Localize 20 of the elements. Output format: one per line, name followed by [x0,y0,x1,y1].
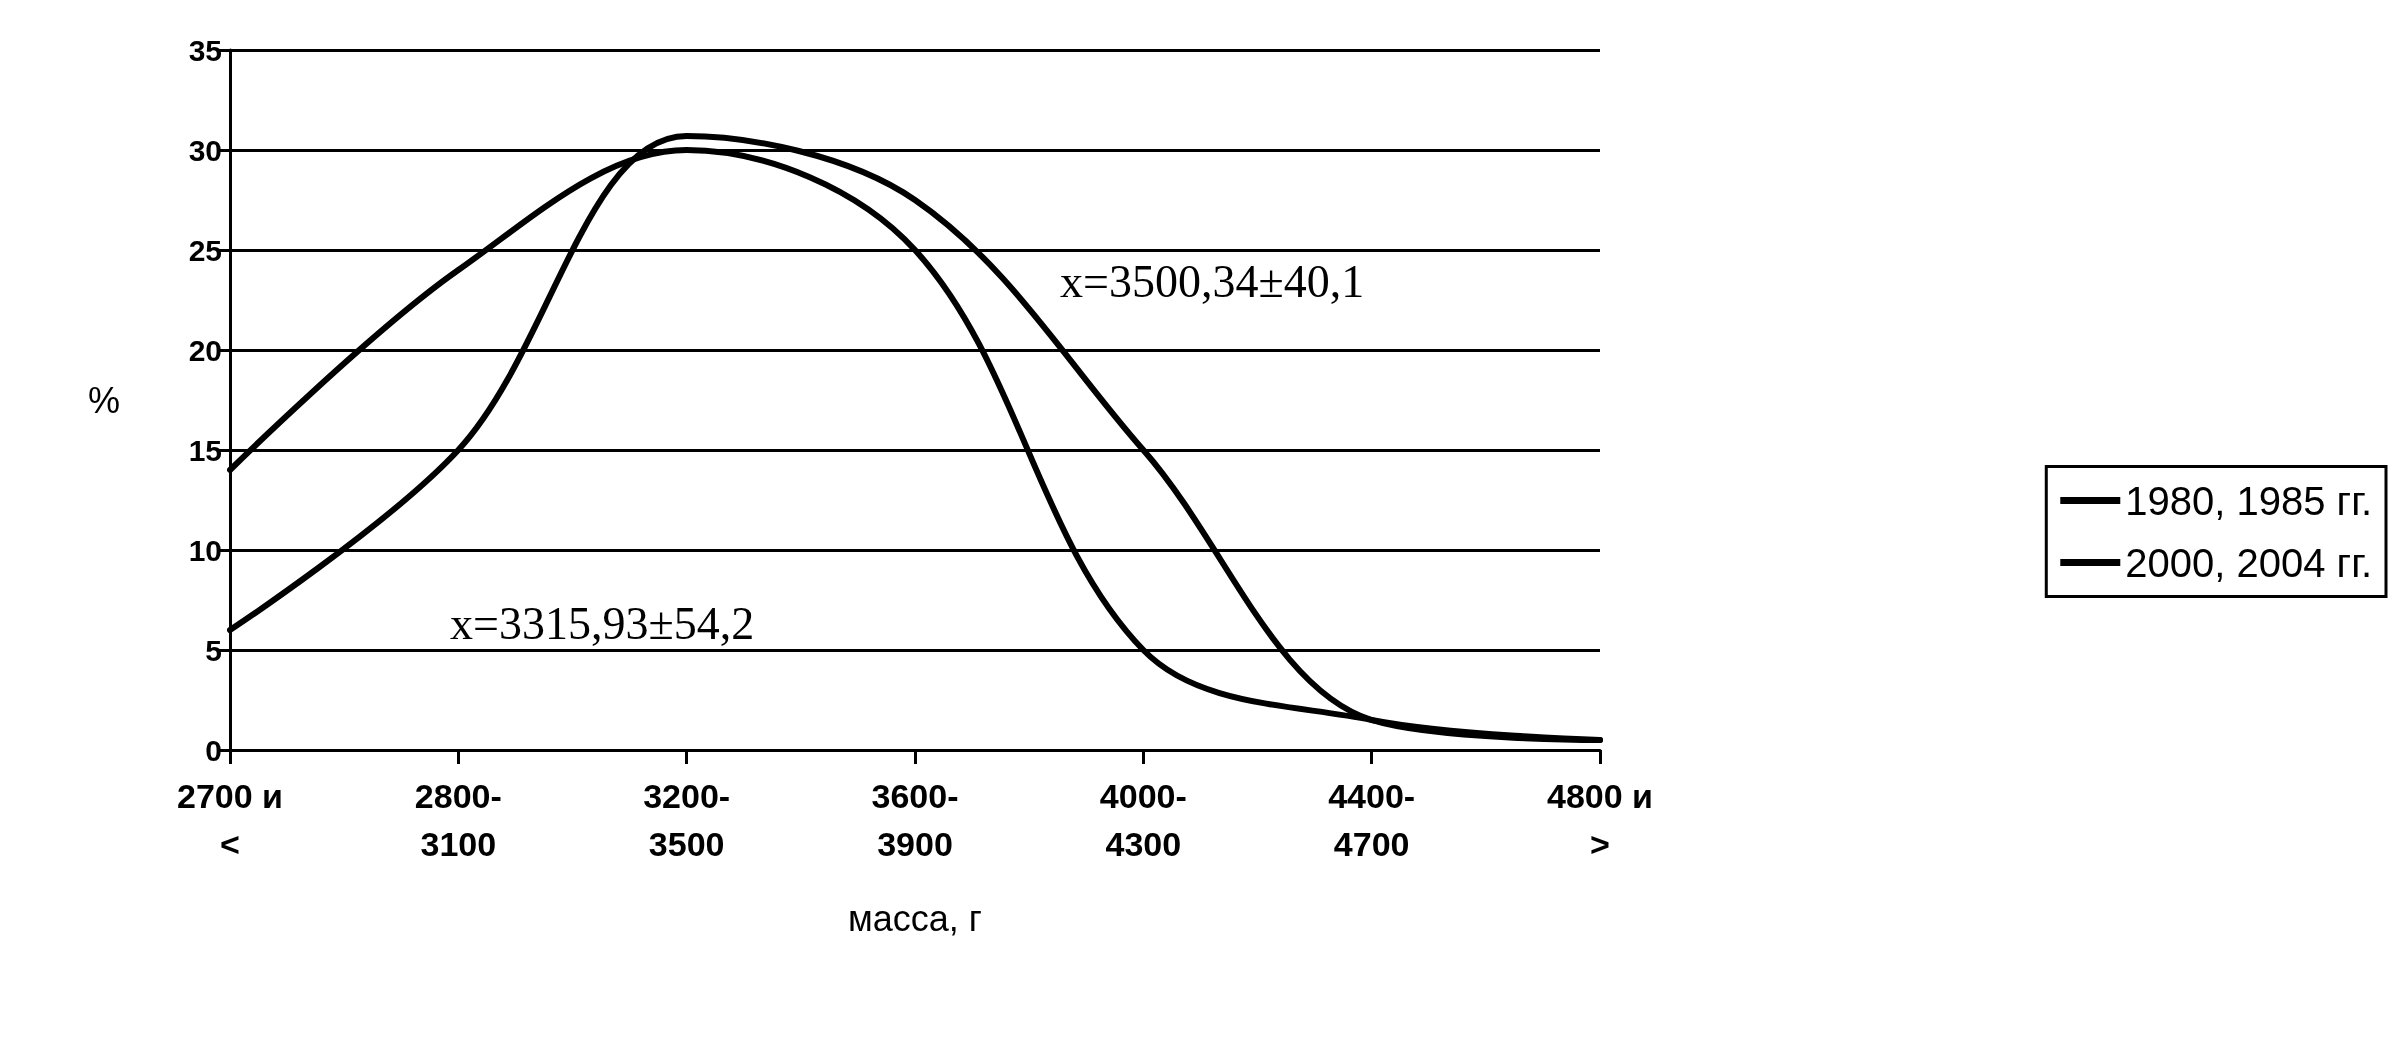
x-tick-label: 2700 и < [177,777,283,863]
x-axis-title: масса, г [848,897,982,939]
y-axis-title: % [87,379,120,421]
y-tick-label: 20 [188,333,222,367]
annotation: x=3500,34±40,1 [1060,255,1365,307]
x-tick-label: 4800 и > [1547,777,1653,863]
x-tick-label: 4400- 4700 [1328,777,1416,863]
x-tick-label: 2800- 3100 [414,777,502,863]
y-tick-label: 5 [205,633,222,667]
legend-label: 1980, 1985 гг. [2125,478,2372,523]
legend-label: 2000, 2004 гг. [2125,540,2372,585]
y-tick-label: 15 [188,433,222,467]
y-tick-label: 10 [188,533,222,567]
y-tick-label: 35 [188,33,222,67]
annotation: x=3315,93±54,2 [450,597,755,649]
y-tick-label: 25 [188,233,222,267]
y-tick-label: 30 [188,133,222,167]
x-tick-label: 3600- 3900 [871,777,959,863]
x-tick-label: 3200- 3500 [643,777,731,863]
x-tick-label: 4000- 4300 [1099,777,1187,863]
